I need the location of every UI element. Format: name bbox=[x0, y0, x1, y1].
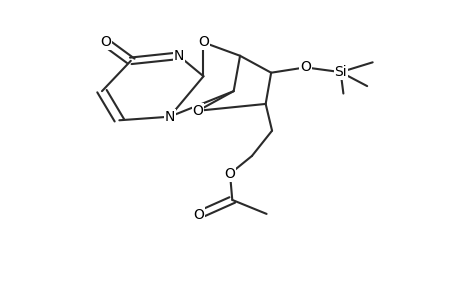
Text: Si: Si bbox=[334, 65, 346, 79]
Text: O: O bbox=[100, 35, 111, 50]
Text: N: N bbox=[173, 49, 184, 63]
Text: O: O bbox=[224, 167, 235, 181]
Text: O: O bbox=[192, 104, 203, 118]
Text: O: O bbox=[299, 60, 310, 74]
Text: N: N bbox=[164, 110, 174, 124]
Text: O: O bbox=[198, 35, 208, 50]
Text: O: O bbox=[193, 208, 204, 222]
